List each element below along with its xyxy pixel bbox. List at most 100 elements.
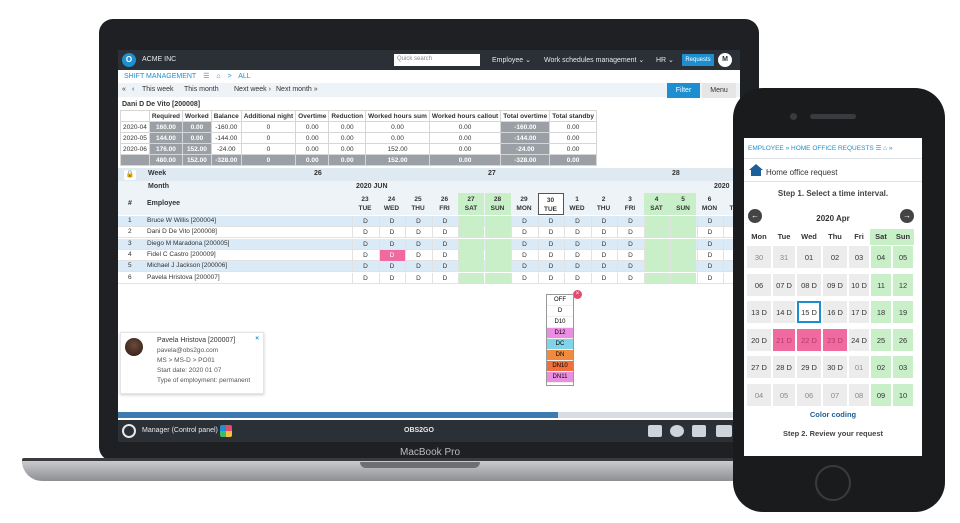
- next-month-button[interactable]: Next month »: [276, 86, 318, 93]
- calendar-day[interactable]: 09: [870, 382, 892, 407]
- calendar-day[interactable]: 30 D: [822, 355, 848, 379]
- dropdown-option[interactable]: OFF: [547, 295, 573, 306]
- shift-cell[interactable]: D: [564, 272, 590, 284]
- calendar-day[interactable]: 08: [848, 382, 870, 407]
- shift-cell[interactable]: [484, 272, 511, 284]
- shift-cell[interactable]: D: [537, 227, 564, 239]
- shift-cell[interactable]: [458, 272, 484, 284]
- dropdown-option[interactable]: D: [547, 306, 573, 317]
- calendar-day[interactable]: 02: [870, 355, 892, 379]
- dropdown-option[interactable]: D12: [547, 328, 573, 339]
- shift-cell[interactable]: D: [511, 216, 537, 227]
- support-icon[interactable]: [670, 425, 684, 437]
- shift-cell[interactable]: D: [511, 272, 537, 284]
- calendar-day[interactable]: 16 D: [822, 300, 848, 324]
- shift-cell[interactable]: D: [378, 249, 405, 261]
- shift-cell[interactable]: D: [537, 216, 564, 227]
- phone-menu-icon[interactable]: ☰: [875, 145, 882, 152]
- mail-icon[interactable]: [716, 425, 732, 437]
- calendar-day[interactable]: 28 D: [772, 355, 796, 379]
- shift-cell[interactable]: D: [590, 272, 617, 284]
- shift-cell[interactable]: D: [617, 227, 643, 239]
- scrollbar-thumb[interactable]: [118, 412, 558, 418]
- calendar-day[interactable]: 24 D: [848, 327, 870, 352]
- shift-cell[interactable]: [484, 261, 511, 273]
- shift-cell[interactable]: D: [590, 249, 617, 261]
- shift-cell[interactable]: [458, 227, 484, 239]
- dropdown-option[interactable]: DC: [547, 339, 573, 350]
- shift-cell[interactable]: D: [352, 272, 378, 284]
- user-avatar[interactable]: M: [718, 53, 732, 67]
- calendar-day[interactable]: 11: [870, 272, 892, 297]
- shift-cell[interactable]: D: [537, 272, 564, 284]
- shift-cell[interactable]: [484, 227, 511, 239]
- day-header-1-wed[interactable]: 1 WED: [564, 193, 590, 215]
- day-header-2-thu[interactable]: 2 THU: [591, 193, 617, 215]
- shift-cell[interactable]: [643, 216, 670, 227]
- calendar-day[interactable]: 03: [892, 355, 914, 379]
- color-palette-icon[interactable]: [220, 425, 232, 437]
- shift-cell[interactable]: D: [537, 249, 564, 261]
- shift-cell[interactable]: D: [511, 261, 537, 273]
- day-header-5-sun[interactable]: 5 SUN: [670, 193, 696, 215]
- shift-cell[interactable]: D: [511, 249, 537, 261]
- employee-name[interactable]: Diego M Maradona [200005]: [147, 239, 230, 247]
- breadcrumb-all[interactable]: ALL: [238, 73, 251, 80]
- app-logo-icon[interactable]: O: [122, 53, 136, 67]
- monitor-icon[interactable]: [648, 425, 662, 437]
- shift-cell[interactable]: D: [564, 227, 590, 239]
- shift-cell[interactable]: D: [696, 249, 723, 261]
- shift-cell[interactable]: D: [431, 227, 458, 239]
- shift-cell[interactable]: [458, 261, 484, 273]
- this-month-button[interactable]: This month: [184, 86, 219, 93]
- chat-icon[interactable]: [692, 425, 706, 437]
- shift-cell[interactable]: D: [378, 238, 405, 250]
- calendar-day[interactable]: 14 D: [772, 300, 796, 324]
- shift-cell[interactable]: [643, 238, 670, 250]
- calendar-day[interactable]: 15 D: [796, 300, 822, 324]
- day-header-29-mon[interactable]: 29 MON: [511, 193, 537, 215]
- next-month-icon[interactable]: →: [900, 209, 914, 223]
- dropdown-option[interactable]: DN: [547, 350, 573, 361]
- shift-cell[interactable]: D: [696, 261, 723, 273]
- shift-cell[interactable]: D: [511, 238, 537, 250]
- shift-cell[interactable]: D: [564, 249, 590, 261]
- employee-name[interactable]: Fidel C Castro [200009]: [147, 250, 216, 258]
- shift-cell[interactable]: D: [590, 261, 617, 273]
- shift-cell[interactable]: D: [378, 227, 405, 239]
- phone-home-icon[interactable]: ⌂: [883, 145, 888, 152]
- shift-cell[interactable]: [670, 238, 696, 250]
- shift-cell[interactable]: D: [352, 216, 378, 227]
- shift-cell[interactable]: D: [352, 227, 378, 239]
- shift-cell[interactable]: D: [564, 238, 590, 250]
- day-header-25-thu[interactable]: 25 THU: [405, 193, 431, 215]
- lock-icon[interactable]: 🔒: [124, 170, 136, 180]
- dropdown-option[interactable]: DN11: [547, 372, 573, 383]
- employee-column-header[interactable]: Employee: [147, 200, 181, 207]
- calendar-day[interactable]: 03: [848, 245, 870, 269]
- shift-cell[interactable]: D: [564, 216, 590, 227]
- calendar-day[interactable]: 18: [870, 300, 892, 324]
- prev-period-button[interactable]: ‹: [132, 86, 135, 93]
- shift-cell[interactable]: D: [352, 249, 378, 261]
- shift-cell[interactable]: [670, 272, 696, 284]
- shift-cell[interactable]: D: [431, 238, 458, 250]
- shift-cell[interactable]: D: [431, 261, 458, 273]
- shift-cell[interactable]: D: [405, 272, 431, 284]
- employee-name[interactable]: Dani D De Vito [200008]: [147, 228, 217, 236]
- day-header-4-sat[interactable]: 4 SAT: [643, 193, 670, 215]
- calendar-day[interactable]: 13 D: [746, 300, 772, 324]
- calendar-day[interactable]: 01: [848, 355, 870, 379]
- day-header-30-tue[interactable]: 30 TUE: [537, 193, 564, 215]
- menu-button[interactable]: Menu: [702, 83, 736, 98]
- shift-cell[interactable]: [458, 216, 484, 227]
- calendar-day[interactable]: 07: [822, 382, 848, 407]
- shift-dropdown[interactable]: OFF D D10 D12 DC DN DN10 DN11: [546, 294, 574, 386]
- day-header-23-tue[interactable]: 23 TUE: [352, 193, 378, 215]
- calendar-day[interactable]: 17 D: [848, 300, 870, 324]
- calendar-day[interactable]: 31: [772, 245, 796, 269]
- shift-cell[interactable]: D: [564, 261, 590, 273]
- first-period-button[interactable]: «: [122, 86, 126, 93]
- calendar-day[interactable]: 21 D: [772, 327, 796, 352]
